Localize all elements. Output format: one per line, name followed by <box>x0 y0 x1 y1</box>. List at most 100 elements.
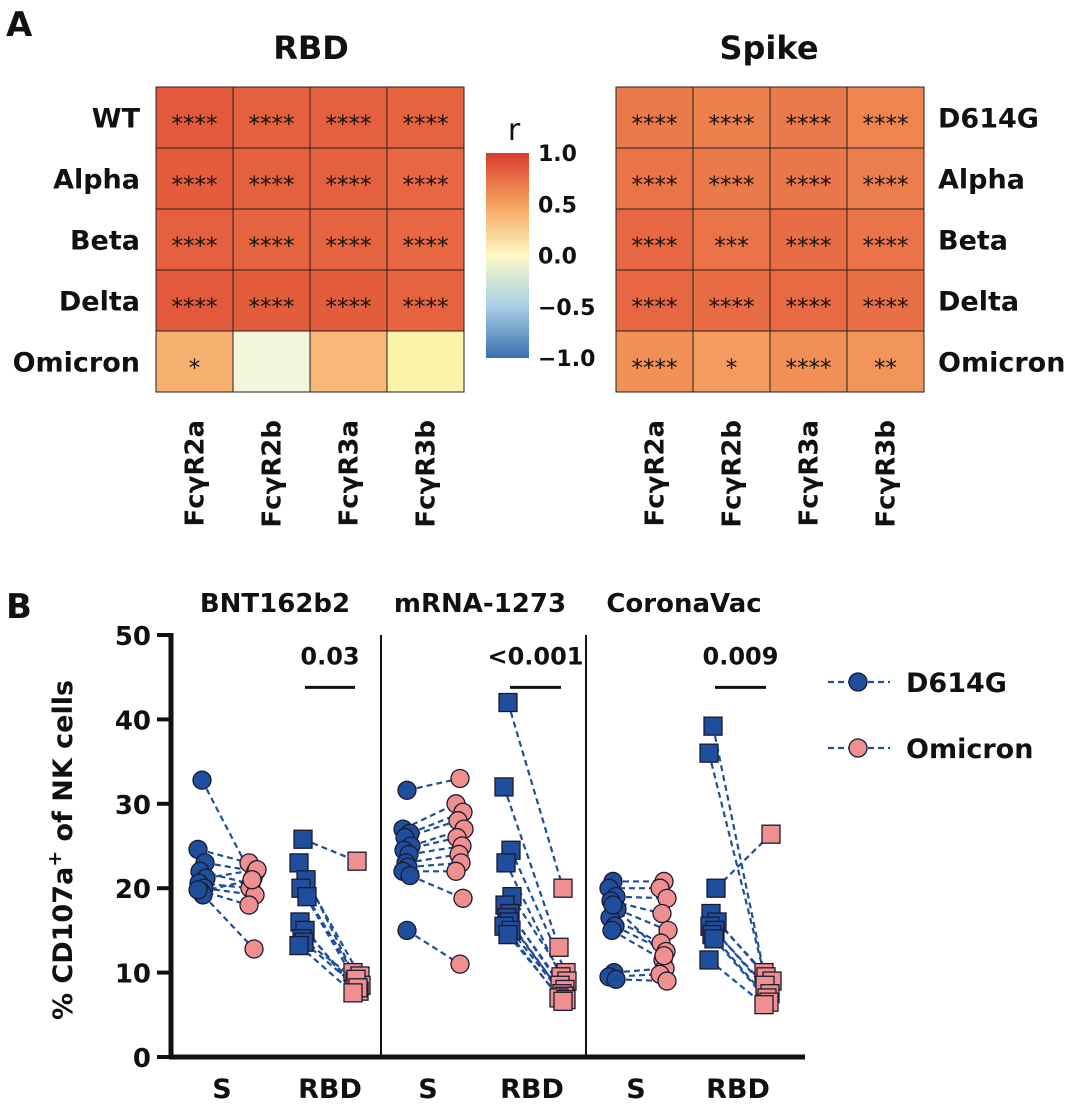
colorbar-tick: 0.0 <box>538 245 577 270</box>
data-point-omicron <box>239 895 259 915</box>
significance-mark: **** <box>172 112 218 138</box>
pair-line <box>716 921 773 982</box>
significance-mark: **** <box>632 295 678 321</box>
pair-line <box>714 929 771 995</box>
data-point-d614g <box>699 950 719 970</box>
heatmap-col-label: FcγR3b <box>872 420 902 528</box>
significance-mark: **** <box>786 295 832 321</box>
significance-mark: **** <box>249 112 295 138</box>
heatmap-cell <box>846 86 925 149</box>
colorbar-tick: 1.0 <box>538 142 577 167</box>
significance-mark: **** <box>786 173 832 199</box>
heatmap-rbd: RBD **** **** **** **** WT **** **** **** **** Alp… <box>13 29 465 528</box>
data-point-d614g <box>494 777 514 797</box>
significance-mark: **** <box>172 173 218 199</box>
heatmap-cell <box>615 330 694 393</box>
legend-marker <box>848 672 868 692</box>
colorbar-title: r <box>508 113 521 148</box>
y-tick-label: 20 <box>115 875 151 905</box>
y-tick-label: 30 <box>115 791 151 821</box>
significance-mark: **** <box>632 173 678 199</box>
significance-mark: **** <box>709 295 755 321</box>
p-value-label: <0.001 <box>487 643 583 671</box>
data-point-omicron <box>549 937 569 957</box>
data-point-d614g <box>397 780 417 800</box>
group-title: CoronaVac <box>606 589 761 619</box>
significance-mark: **** <box>172 295 218 321</box>
significance-mark: **** <box>786 356 832 382</box>
heatmap-cell <box>846 330 925 393</box>
heatmap-spike: Spike**** **** **** **** D614G**** **** **** **… <box>615 29 1065 528</box>
data-point-d614g <box>703 716 723 736</box>
heatmap-cell <box>386 86 465 149</box>
heatmap-row-label: Alpha <box>938 165 1025 196</box>
significance-mark: **** <box>863 112 909 138</box>
data-point-d614g <box>606 969 626 990</box>
heatmap-cell <box>692 147 771 210</box>
heatmap-row-label: Omicron <box>13 348 140 379</box>
heatmap-title: RBD <box>273 29 349 67</box>
significance-mark: **** <box>632 356 678 382</box>
data-point-omicron <box>652 903 672 924</box>
significance-mark: *** <box>714 234 749 260</box>
data-point-d614g <box>704 929 724 949</box>
group-title: mRNA-1273 <box>394 589 566 619</box>
heatmap-cell <box>846 208 925 271</box>
pair-line <box>406 929 461 966</box>
heatmap-cell <box>846 269 925 332</box>
heatmap-cell <box>309 86 388 149</box>
data-point-d614g <box>192 770 212 790</box>
data-point-d614g <box>297 886 317 907</box>
data-point-omicron <box>553 878 573 898</box>
significance-mark: **** <box>249 234 295 260</box>
data-point-omicron <box>244 939 264 959</box>
heatmap-cell <box>846 147 925 210</box>
heatmap-row-label: Delta <box>938 287 1019 318</box>
x-category-label: S <box>212 1074 231 1105</box>
significance-mark: **** <box>786 234 832 260</box>
pair-line <box>504 904 561 986</box>
significance-mark: **** <box>786 112 832 138</box>
pair-line <box>711 725 766 973</box>
heatmap-cell <box>155 86 234 149</box>
significance-mark: ** <box>874 356 897 382</box>
y-tick-label: 10 <box>115 960 151 990</box>
significance-mark: **** <box>403 173 449 199</box>
group-title: BNT162b2 <box>200 589 350 619</box>
data-point-d614g <box>706 878 726 898</box>
pair-line <box>300 887 356 982</box>
heatmap-col-label: FcγR2a <box>641 420 671 527</box>
heatmap-row-label: Beta <box>938 226 1008 257</box>
heatmap-col-label: FcγR2b <box>258 420 288 528</box>
data-point-omicron <box>453 888 473 908</box>
data-point-d614g <box>699 743 719 763</box>
heatmap-cell <box>615 86 694 149</box>
heatmap-cell <box>309 330 388 393</box>
heatmap-row-label: Omicron <box>938 348 1065 379</box>
colorbar-tick: −1.0 <box>538 347 595 372</box>
data-point-omicron <box>654 946 674 966</box>
heatmap-row-label: Beta <box>70 226 140 257</box>
y-axis-label: % CD107a+ of NK cells <box>44 680 79 1020</box>
data-point-d614g <box>289 935 309 956</box>
x-category-label: RBD <box>500 1074 564 1105</box>
panel-letter-a: A <box>6 5 33 45</box>
heatmap-row-label: Alpha <box>53 165 140 196</box>
data-point-d614g <box>498 924 518 945</box>
heatmap-cell <box>232 269 311 332</box>
significance-mark: * <box>726 356 738 382</box>
significance-mark: **** <box>172 234 218 260</box>
heatmap-cell <box>692 208 771 271</box>
heatmap-cell <box>232 330 311 393</box>
heatmap-cell <box>155 330 234 393</box>
data-point-d614g <box>400 865 420 886</box>
heatmap-cell <box>769 86 848 149</box>
significance-mark: **** <box>326 295 372 321</box>
heatmap-col-label: FcγR3b <box>412 420 442 528</box>
data-point-omicron <box>347 851 367 871</box>
panel-letter-b: B <box>6 587 32 627</box>
legend-label: Omicron <box>906 734 1033 765</box>
significance-mark: **** <box>863 234 909 260</box>
pair-line <box>707 752 770 990</box>
